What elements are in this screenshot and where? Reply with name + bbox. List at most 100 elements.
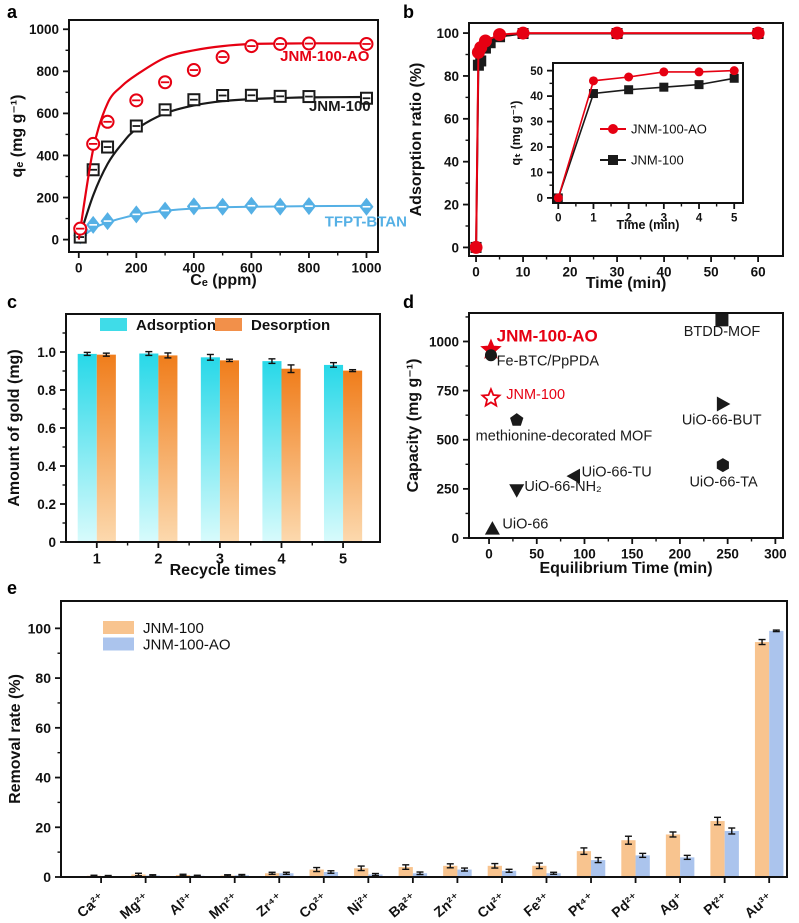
svg-text:UiO-66-TA: UiO-66-TA [689,475,758,491]
svg-text:0.8: 0.8 [37,383,56,398]
svg-text:800: 800 [298,261,321,276]
svg-text:60: 60 [751,265,766,280]
svg-text:400: 400 [183,261,206,276]
svg-text:60: 60 [444,112,459,127]
svg-text:JNM-100-AO: JNM-100-AO [631,122,707,137]
svg-text:Zn²⁺: Zn²⁺ [431,889,464,920]
svg-text:750: 750 [436,383,459,398]
svg-text:TFPT-BTAN: TFPT-BTAN [325,214,407,231]
svg-text:600: 600 [240,261,263,276]
svg-text:40: 40 [444,155,459,170]
svg-text:50: 50 [529,547,544,562]
svg-text:250: 250 [436,482,459,497]
svg-text:Al³⁺: Al³⁺ [166,889,196,918]
svg-text:Ni²⁺: Ni²⁺ [344,889,374,918]
svg-text:JNM-100: JNM-100 [309,98,371,115]
svg-text:30: 30 [530,117,543,129]
svg-text:JNM-100-AO: JNM-100-AO [280,48,370,65]
chart-c-recycle-bar-chart: 0 0.2 0.4 0.6 0.8 1.0 1 2 3 4 5 Recycle times Amount… [6,313,381,579]
svg-text:0: 0 [537,193,543,205]
svg-text:4: 4 [277,552,285,568]
svg-text:60: 60 [35,720,51,736]
svg-text:2: 2 [625,213,631,225]
svg-text:UiO-66-NH₂: UiO-66-NH₂ [524,479,601,495]
panel-label-a: a [7,2,18,22]
svg-text:Amount of gold (mg): Amount of gold (mg) [6,349,23,506]
svg-text:80: 80 [444,69,459,84]
svg-text:Recycle times: Recycle times [170,562,277,579]
svg-text:JNM-100: JNM-100 [631,153,684,168]
svg-text:0: 0 [451,240,459,255]
svg-text:50: 50 [530,66,543,78]
svg-text:1000: 1000 [429,334,459,349]
svg-text:0: 0 [51,232,59,247]
svg-text:Time (min): Time (min) [586,275,667,292]
svg-text:JNM-100-AO: JNM-100-AO [497,326,598,345]
panel-label-c: c [7,292,18,312]
svg-text:JNM-100: JNM-100 [506,387,565,403]
svg-text:1: 1 [93,552,101,568]
svg-text:BTDD-MOF: BTDD-MOF [684,324,761,340]
svg-text:3: 3 [216,552,224,568]
svg-text:Pd²⁺: Pd²⁺ [608,889,641,921]
svg-text:Ba²⁺: Ba²⁺ [386,889,419,921]
svg-text:qₑ (mg g⁻¹): qₑ (mg g⁻¹) [9,95,26,178]
svg-text:Equilibrium Time (min): Equilibrium Time (min) [539,560,712,577]
svg-text:Desorption: Desorption [251,317,330,334]
svg-text:methionine-decorated MOF: methionine-decorated MOF [476,428,653,444]
svg-text:Capacity (mg g⁻¹): Capacity (mg g⁻¹) [405,359,422,493]
svg-text:10: 10 [516,265,531,280]
svg-text:3: 3 [661,213,667,225]
svg-text:Pt²⁺: Pt²⁺ [700,889,730,918]
svg-text:Adsorption ratio (%): Adsorption ratio (%) [408,63,425,217]
svg-text:100: 100 [28,620,52,636]
panel-label-b: b [403,2,414,22]
svg-text:20: 20 [530,142,543,154]
svg-text:80: 80 [35,670,51,686]
chart-d-capacity-scatter: 0 50 100 150 200 250 300 0 250 500 750 1000 Equilibr… [405,312,787,577]
svg-text:1000: 1000 [29,22,59,37]
svg-text:20: 20 [563,265,578,280]
svg-text:20: 20 [444,197,459,212]
svg-text:UiO-66-BUT: UiO-66-BUT [682,412,762,428]
svg-text:UiO-66: UiO-66 [502,517,548,533]
svg-text:2: 2 [154,552,162,568]
svg-text:0: 0 [485,547,493,562]
svg-text:Fe-BTC/PpPDA: Fe-BTC/PpPDA [497,353,600,369]
chart-a-adsorption-isotherm: 0 200 400 600 800 1000 0 200 400 600 800 1000 Cₑ (pp… [9,19,407,289]
svg-text:200: 200 [125,261,148,276]
svg-text:1000: 1000 [351,261,381,276]
svg-text:200: 200 [669,547,692,562]
svg-text:5: 5 [731,213,738,225]
svg-text:Time (min): Time (min) [617,218,680,232]
svg-text:200: 200 [36,190,59,205]
svg-text:4: 4 [696,213,703,225]
svg-text:0: 0 [451,531,459,546]
svg-text:UiO-66-TU: UiO-66-TU [582,465,652,481]
svg-text:50: 50 [704,265,719,280]
svg-text:Ag⁺: Ag⁺ [656,889,686,918]
svg-text:qₜ (mg g⁻¹): qₜ (mg g⁻¹) [509,101,523,166]
svg-text:JNM-100: JNM-100 [143,620,204,637]
svg-text:1.0: 1.0 [37,345,56,360]
svg-text:Pt⁴⁺: Pt⁴⁺ [565,889,597,919]
svg-text:10: 10 [530,168,543,180]
svg-text:5: 5 [339,552,347,568]
svg-text:0: 0 [43,869,51,885]
svg-text:0: 0 [555,213,561,225]
svg-text:40: 40 [35,770,51,786]
svg-text:150: 150 [621,547,644,562]
svg-text:40: 40 [530,91,543,103]
svg-text:0: 0 [48,535,56,550]
svg-text:Mn²⁺: Mn²⁺ [206,889,241,922]
svg-text:20: 20 [35,819,51,835]
svg-text:250: 250 [716,547,739,562]
svg-text:Co²⁺: Co²⁺ [296,889,330,921]
svg-text:Ca²⁺: Ca²⁺ [74,889,107,921]
svg-text:30: 30 [610,265,625,280]
svg-text:Adsorption: Adsorption [136,317,216,334]
svg-text:Fe³⁺: Fe³⁺ [520,889,552,920]
svg-text:40: 40 [657,265,672,280]
